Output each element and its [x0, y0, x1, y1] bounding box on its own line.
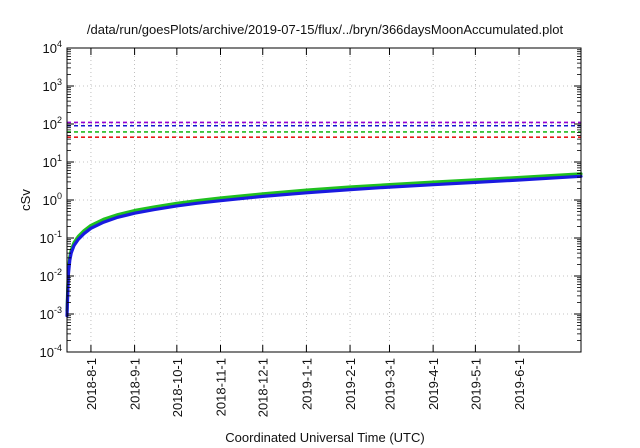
x-axis-ticks: 2018-8-1 2018-9-1 2018-10-1 2018-11-1 2018-1…	[84, 48, 527, 417]
x-tick-label: 2019-1-1	[299, 358, 314, 410]
x-tick-label: 2018-8-1	[84, 358, 99, 410]
series-line	[65, 174, 583, 318]
reference-lines	[67, 121, 581, 138]
x-tick-label: 2019-2-1	[343, 358, 358, 410]
y-tick-label: 103	[43, 77, 62, 94]
y-tick-label: 104	[43, 39, 62, 56]
x-tick-label: 2018-11-1	[213, 358, 228, 416]
x-tick-label: 2019-3-1	[382, 358, 397, 410]
y-tick-label: 100	[43, 191, 62, 208]
y-tick-label: 101	[43, 153, 62, 170]
y-tick-label: 10-2	[40, 267, 62, 284]
y-tick-label: 10-3	[40, 305, 62, 322]
y-axis-ticks: 10-4 10-3 10-2 10-1 100 101 102 103 104	[40, 39, 581, 360]
x-tick-label: 2019-4-1	[426, 358, 441, 410]
series-lines	[65, 172, 583, 318]
x-tick-label: 2018-9-1	[128, 358, 143, 410]
x-tick-label: 2019-5-1	[468, 358, 483, 410]
chart-title: /data/run/goesPlots/archive/2019-07-15/f…	[87, 22, 564, 37]
y-tick-label: 10-4	[40, 343, 62, 360]
grid	[67, 48, 581, 352]
x-tick-label: 2019-6-1	[512, 358, 527, 410]
series-line	[65, 172, 583, 313]
y-tick-label: 10-1	[40, 229, 62, 246]
x-tick-label: 2018-12-1	[256, 358, 271, 417]
x-tick-label: 2018-10-1	[170, 358, 185, 417]
y-tick-label: 102	[43, 115, 62, 132]
x-axis-label: Coordinated Universal Time (UTC)	[225, 430, 424, 445]
y-axis-label: cSv	[18, 189, 33, 211]
